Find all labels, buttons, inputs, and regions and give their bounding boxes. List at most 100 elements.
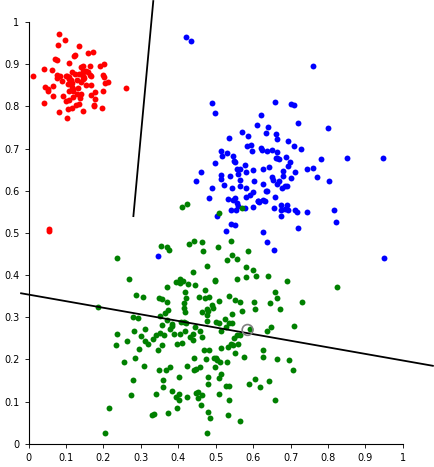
Point xyxy=(229,251,236,259)
Point xyxy=(123,337,130,345)
Point xyxy=(286,356,293,364)
Point xyxy=(228,237,235,245)
Point xyxy=(79,107,86,114)
Point xyxy=(234,202,241,210)
Point xyxy=(229,152,236,160)
Point xyxy=(228,206,235,214)
Point xyxy=(168,388,175,395)
Point xyxy=(199,333,206,340)
Point xyxy=(100,73,107,80)
Point xyxy=(64,114,71,121)
Point xyxy=(244,326,251,334)
Point xyxy=(332,219,339,226)
Point xyxy=(256,383,263,390)
Point xyxy=(283,277,290,285)
Point xyxy=(88,81,95,89)
Point xyxy=(253,273,260,280)
Point xyxy=(230,157,237,164)
Point xyxy=(155,347,161,354)
Point xyxy=(288,174,295,181)
Point xyxy=(282,153,289,160)
Point xyxy=(88,72,95,80)
Point xyxy=(62,98,69,105)
Point xyxy=(71,53,78,60)
Point xyxy=(180,299,187,306)
Point xyxy=(175,373,182,381)
Point xyxy=(261,197,268,205)
Point xyxy=(150,410,157,418)
Point xyxy=(184,362,191,370)
Point xyxy=(49,66,56,74)
Point xyxy=(187,333,194,340)
Point xyxy=(54,42,61,49)
Point xyxy=(84,69,91,76)
Point xyxy=(211,159,218,166)
Point xyxy=(167,363,174,371)
Point xyxy=(215,210,222,217)
Point xyxy=(270,247,277,254)
Point xyxy=(160,383,167,390)
Point xyxy=(223,323,230,330)
Point xyxy=(135,315,142,322)
Point xyxy=(50,92,57,100)
Point xyxy=(97,63,104,70)
Point xyxy=(313,173,320,181)
Point xyxy=(159,295,166,303)
Point xyxy=(272,396,279,404)
Point xyxy=(260,347,267,354)
Point xyxy=(243,142,250,150)
Point xyxy=(241,354,248,361)
Point xyxy=(177,318,184,326)
Point xyxy=(283,182,290,190)
Point xyxy=(162,366,169,374)
Point xyxy=(173,404,180,411)
Point xyxy=(273,154,280,162)
Point xyxy=(160,376,167,384)
Point xyxy=(55,108,62,115)
Point xyxy=(152,390,159,398)
Point xyxy=(65,80,72,88)
Point xyxy=(252,305,259,312)
Point xyxy=(268,323,275,331)
Point xyxy=(260,181,266,188)
Point xyxy=(66,73,72,81)
Point xyxy=(199,391,206,399)
Point xyxy=(182,319,189,327)
Point xyxy=(221,181,228,189)
Point xyxy=(280,172,287,180)
Point xyxy=(186,241,193,248)
Point xyxy=(239,204,246,212)
Point xyxy=(75,84,82,92)
Point xyxy=(309,164,316,172)
Point xyxy=(204,381,211,388)
Point xyxy=(263,130,270,137)
Point xyxy=(292,206,299,213)
Point xyxy=(182,33,189,41)
Point xyxy=(206,293,213,301)
Point xyxy=(219,152,226,159)
Point xyxy=(70,93,77,100)
Point xyxy=(72,101,79,108)
Point xyxy=(141,362,148,370)
Point xyxy=(77,95,84,102)
Point xyxy=(106,404,113,412)
Point xyxy=(200,248,207,255)
Point xyxy=(179,277,186,285)
Point xyxy=(257,111,264,118)
Point xyxy=(279,184,286,191)
Point xyxy=(294,120,301,127)
Point xyxy=(274,294,281,301)
Point xyxy=(204,409,211,416)
Point xyxy=(54,74,61,81)
Point xyxy=(72,71,79,78)
Point xyxy=(182,327,189,334)
Point xyxy=(233,331,240,339)
Point xyxy=(244,248,251,255)
Point xyxy=(30,72,36,79)
Point xyxy=(91,95,98,102)
Point xyxy=(77,63,84,71)
Point xyxy=(149,335,156,343)
Point xyxy=(163,283,170,291)
Point xyxy=(168,320,175,327)
Point xyxy=(80,73,87,80)
